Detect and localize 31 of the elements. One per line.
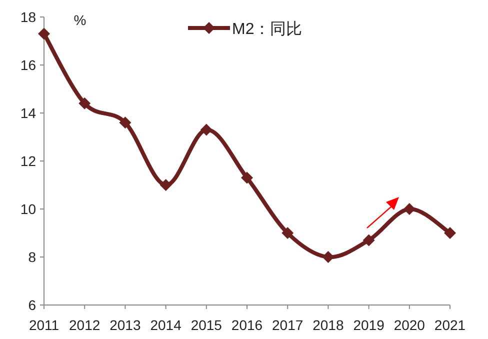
point (78, 97, 91, 110)
point (200, 124, 212, 136)
legend-label: M2：同比 (232, 20, 302, 38)
point (241, 172, 253, 184)
y-tick-label: 16 (20, 57, 36, 73)
legend: M2：同比 (188, 21, 302, 38)
point (362, 234, 375, 246)
point (444, 227, 456, 239)
x-tick-label: 2015 (190, 317, 222, 333)
x-tick-label: 2016 (231, 317, 263, 333)
point (282, 227, 294, 239)
x-tick-label: 2021 (434, 317, 466, 333)
x-tick-label: 2018 (312, 317, 344, 333)
x-tick-label: 2020 (394, 317, 426, 333)
x-tick-label: 2011 (28, 317, 60, 333)
x-tick-label: 2014 (150, 317, 182, 333)
y-tick-label: 12 (20, 153, 36, 169)
y-tick-label: 8 (28, 249, 36, 265)
y-tick-label: 6 (28, 297, 36, 313)
y-tick-label: 14 (20, 105, 36, 121)
x-tick-label: 2012 (69, 317, 100, 333)
point (403, 203, 416, 215)
x-tick-label: 2013 (110, 317, 141, 333)
y-tick-label: 18 (20, 9, 36, 25)
y-tick-label: 10 (20, 201, 36, 217)
point (38, 28, 50, 40)
point (119, 116, 132, 129)
x-tick-label: 2019 (353, 317, 385, 333)
point (160, 179, 172, 191)
y-axis-title: % (74, 12, 86, 28)
x-tick-label: 2017 (272, 317, 304, 333)
